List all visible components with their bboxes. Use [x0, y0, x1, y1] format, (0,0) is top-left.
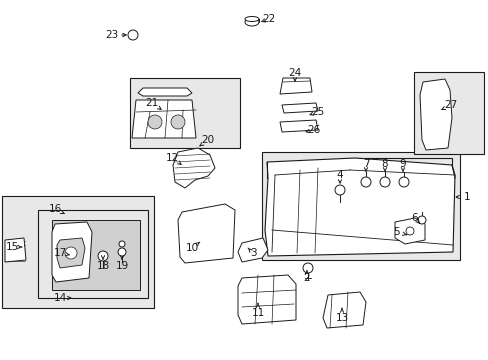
Polygon shape [52, 222, 92, 282]
Text: 17: 17 [53, 248, 66, 258]
Text: 2: 2 [303, 273, 310, 283]
Text: 23: 23 [105, 30, 119, 40]
Polygon shape [132, 100, 196, 138]
Polygon shape [280, 78, 311, 94]
Circle shape [119, 241, 125, 247]
Polygon shape [238, 238, 267, 262]
Text: 26: 26 [307, 125, 320, 135]
Circle shape [128, 30, 138, 40]
Polygon shape [394, 218, 424, 244]
Text: 21: 21 [145, 98, 158, 108]
Polygon shape [138, 88, 192, 96]
Text: 9: 9 [399, 159, 406, 169]
Bar [38, 210, 148, 298]
Bar [262, 152, 459, 260]
Text: 14: 14 [53, 293, 66, 303]
Text: 20: 20 [201, 135, 214, 145]
Circle shape [171, 115, 184, 129]
Circle shape [405, 227, 413, 235]
Text: 3: 3 [249, 248, 256, 258]
Text: 15: 15 [5, 242, 19, 252]
Polygon shape [323, 292, 365, 328]
Text: 13: 13 [335, 313, 348, 323]
Circle shape [398, 177, 408, 187]
Polygon shape [238, 275, 295, 324]
Bar [52, 220, 140, 290]
Bar [2, 196, 154, 308]
Circle shape [417, 216, 425, 224]
Text: 11: 11 [251, 308, 264, 318]
Text: 5: 5 [393, 227, 400, 237]
Polygon shape [173, 148, 215, 188]
Text: 10: 10 [185, 243, 198, 253]
Polygon shape [178, 204, 235, 263]
Text: 19: 19 [115, 261, 128, 271]
Text: 4: 4 [336, 170, 343, 180]
Circle shape [360, 177, 370, 187]
Circle shape [334, 185, 345, 195]
Text: 6: 6 [411, 213, 417, 223]
Circle shape [303, 263, 312, 273]
Polygon shape [5, 238, 26, 262]
Text: 1: 1 [463, 192, 469, 202]
Circle shape [65, 247, 77, 259]
Text: 18: 18 [96, 261, 109, 271]
Text: 16: 16 [48, 204, 61, 214]
Circle shape [118, 248, 126, 256]
Polygon shape [282, 103, 317, 113]
Bar [413, 72, 483, 154]
Polygon shape [280, 120, 317, 132]
Ellipse shape [244, 17, 259, 22]
Text: 7: 7 [362, 159, 368, 169]
Ellipse shape [244, 18, 259, 26]
Text: 25: 25 [311, 107, 324, 117]
Circle shape [379, 177, 389, 187]
Text: 8: 8 [381, 159, 387, 169]
Bar [351, 158, 451, 216]
Text: 12: 12 [165, 153, 178, 163]
Circle shape [148, 115, 162, 129]
Bar [130, 78, 240, 148]
Polygon shape [57, 238, 85, 268]
Text: 22: 22 [262, 14, 275, 24]
Polygon shape [264, 158, 454, 256]
Text: 27: 27 [444, 100, 457, 110]
Circle shape [98, 251, 108, 261]
Text: 24: 24 [288, 68, 301, 78]
Polygon shape [419, 79, 451, 150]
